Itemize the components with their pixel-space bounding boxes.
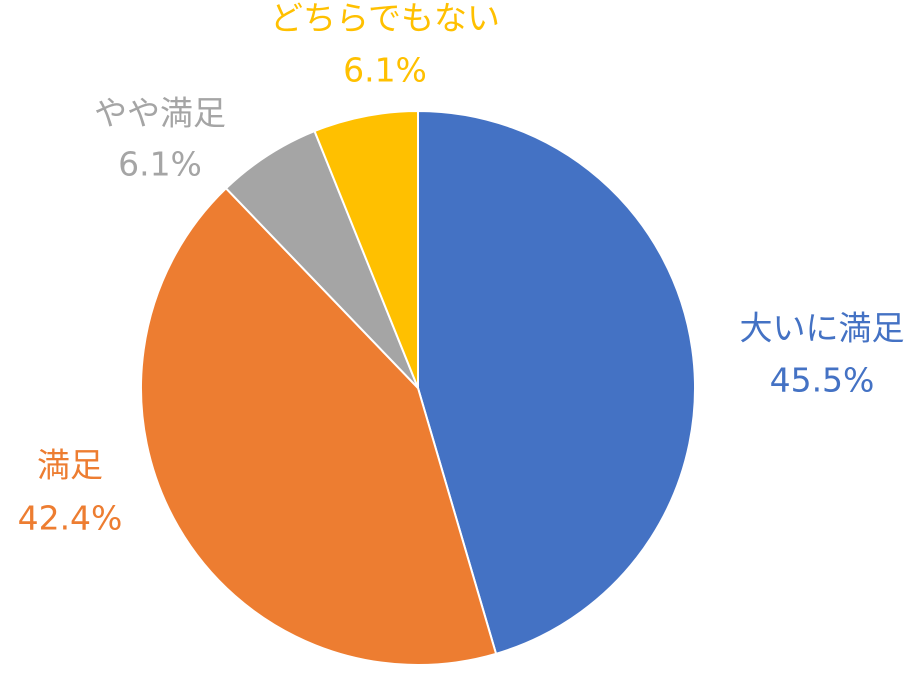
slice-value-label: 6.1% [343, 51, 427, 90]
slice-value-label: 42.4% [18, 499, 123, 538]
slice-category-label: 満足 [37, 446, 103, 485]
pie-slice [417, 109, 696, 656]
pie-slice [140, 186, 498, 666]
slice-category-label: 大いに満足 [740, 309, 905, 348]
slice-category-label: やや満足 [94, 94, 226, 133]
slice-value-label: 6.1% [118, 145, 202, 184]
slice-value-label: 45.5% [770, 361, 875, 400]
slice-category-label: どちらでもない [270, 0, 500, 38]
pie-slice [313, 109, 419, 389]
